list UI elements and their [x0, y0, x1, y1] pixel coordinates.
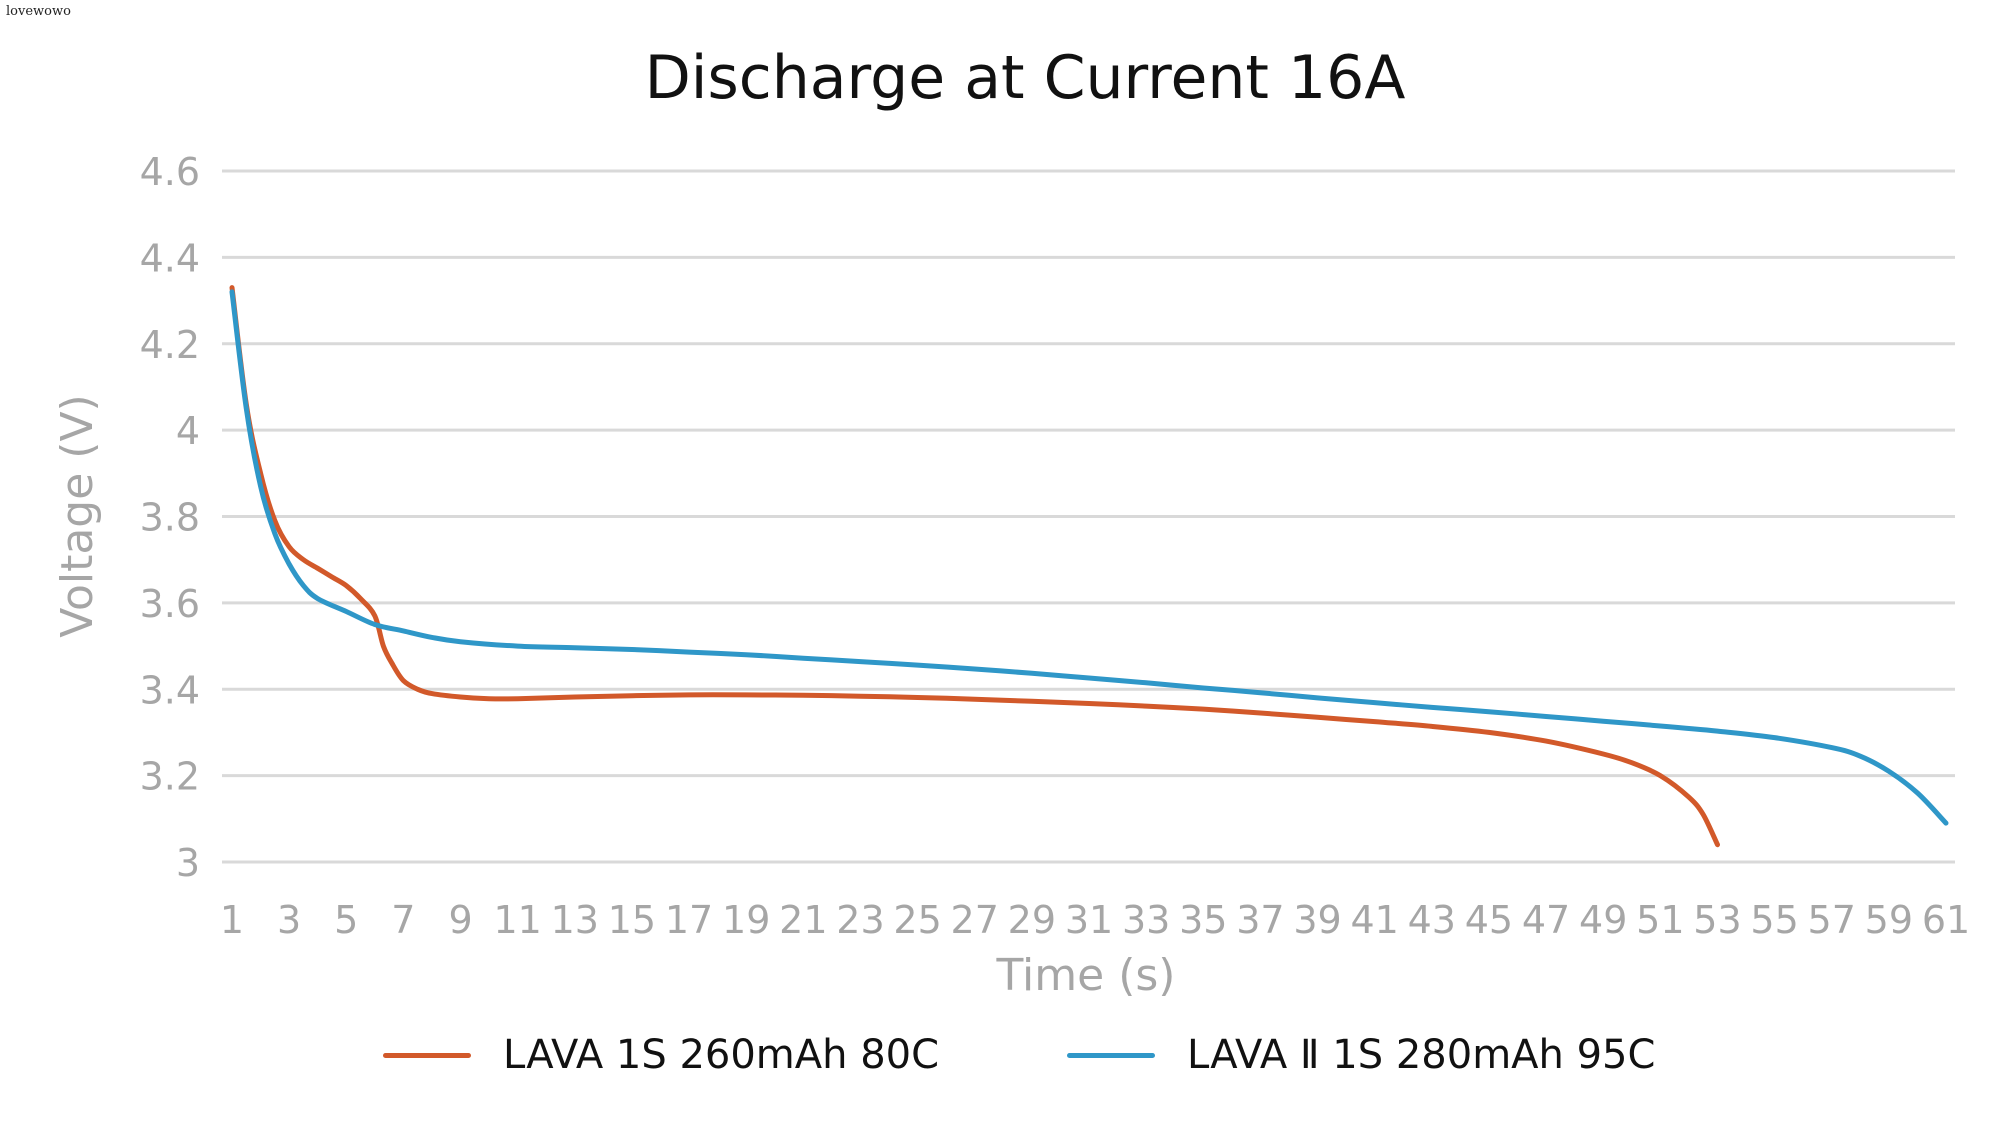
x-tick-label: 27	[951, 898, 999, 942]
x-tick-label: 5	[334, 898, 358, 942]
series-line-1	[229, 285, 1720, 848]
x-tick-label: 55	[1750, 898, 1798, 942]
y-axis-label: Voltage (V)	[52, 394, 103, 637]
legend-item-series-2: LAVA Ⅱ 1S 280mAh 95C	[1067, 1030, 1655, 1080]
x-tick-label: 59	[1865, 898, 1913, 942]
x-tick-label: 29	[1008, 898, 1056, 942]
x-tick-label: 47	[1522, 898, 1570, 942]
x-tick-label: 43	[1408, 898, 1456, 942]
x-tick-label: 33	[1122, 898, 1170, 942]
x-tick-label: 1	[220, 898, 244, 942]
x-tick-label: 61	[1922, 898, 1970, 942]
y-tick-label: 3.8	[140, 496, 200, 540]
x-tick-label: 7	[391, 898, 415, 942]
legend-item-series-1: LAVA 1S 260mAh 80C	[383, 1030, 939, 1080]
x-tick-label: 25	[893, 898, 941, 942]
x-tick-label: 9	[448, 898, 472, 942]
series-lines	[229, 285, 1949, 848]
watermark: lovewowo	[6, 4, 71, 19]
y-tick-label: 4.2	[140, 323, 200, 367]
x-tick-label: 51	[1636, 898, 1684, 942]
legend-swatch-orange	[383, 1052, 471, 1058]
x-tick-label: 21	[779, 898, 827, 942]
x-tick-label: 49	[1579, 898, 1627, 942]
y-tick-label: 3.2	[140, 755, 200, 799]
x-tick-label: 17	[665, 898, 713, 942]
y-tick-label: 4.6	[140, 150, 200, 194]
x-tick-label: 15	[608, 898, 656, 942]
y-tick-label: 3.4	[140, 668, 200, 712]
x-tick-label: 35	[1179, 898, 1227, 942]
legend-swatch-blue	[1067, 1052, 1155, 1058]
y-tick-label: 3	[176, 841, 200, 885]
y-tick-label: 4.4	[140, 236, 200, 280]
gridlines	[222, 169, 1955, 864]
x-tick-label: 31	[1065, 898, 1113, 942]
legend-label: LAVA 1S 260mAh 80C	[503, 1032, 940, 1078]
x-tick-label: 57	[1808, 898, 1856, 942]
x-tick-label: 41	[1350, 898, 1398, 942]
series-line-2	[229, 289, 1949, 826]
y-tick-label: 3.6	[140, 582, 200, 626]
x-tick-label: 45	[1465, 898, 1513, 942]
x-tick-label: 37	[1236, 898, 1284, 942]
x-axis-label: Time (s)	[996, 950, 1176, 1001]
x-tick-label: 53	[1693, 898, 1741, 942]
x-tick-label: 23	[836, 898, 884, 942]
legend-label: LAVA Ⅱ 1S 280mAh 95C	[1187, 1032, 1656, 1078]
x-tick-label: 3	[277, 898, 301, 942]
x-tick-label: 19	[722, 898, 770, 942]
x-tick-label: 11	[493, 898, 541, 942]
y-axis-ticks: 3 3.2 3.4 3.6 3.8 4 4.2 4.4 4.6	[140, 150, 200, 885]
x-axis-ticks: 1 3 5 7 9 11 13 15 17 19 21 23 25 27 29 31 33 35 37 39 41 43 4…	[220, 898, 1970, 942]
chart-title: Discharge at Current 16A	[645, 43, 1406, 113]
x-tick-label: 13	[551, 898, 599, 942]
y-tick-label: 4	[176, 409, 200, 453]
x-tick-label: 39	[1293, 898, 1341, 942]
